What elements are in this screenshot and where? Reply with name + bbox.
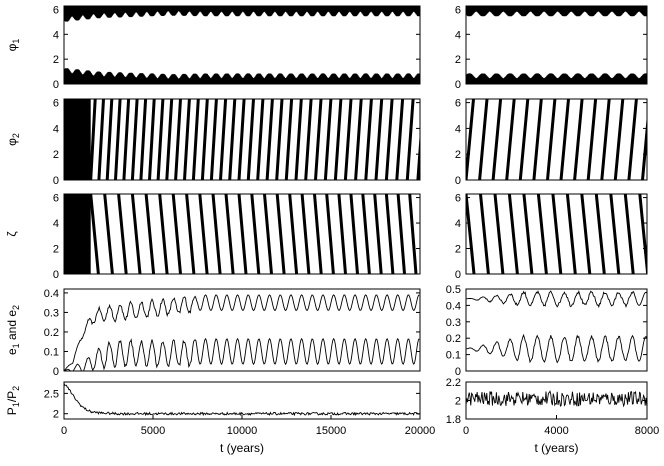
series-0 [466,290,647,309]
y-tick-label: 4 [455,29,461,41]
y-tick-label: 6 [53,4,59,16]
y-tick-label: 0.4 [44,288,59,300]
y-tick-label: 0.3 [44,307,59,319]
panel-phi2_right: 0 2 4 6 [455,98,648,187]
x-tick-label: 10000 [227,425,258,437]
y-tick-label: 0.3 [446,317,461,329]
y-tick-label: 2 [455,54,461,66]
data-layer [64,194,418,274]
data-layer [64,99,420,180]
y-tick-label: 6 [455,4,461,16]
y-tick-label: 2 [53,244,59,256]
chaotic-region [64,99,91,180]
x-tick-label: 5000 [141,425,165,437]
y-tick-label: 0 [455,366,461,378]
y-tick-label: 4 [53,123,59,135]
series-0 [466,6,647,84]
chaotic-region [64,194,91,274]
plot-frame [63,5,421,85]
panel-ecc_right: 0 0.1 0.2 0.3 0.4 0.5 [446,284,648,378]
y-tick-label: 6 [53,193,59,205]
plot-frame [465,288,648,372]
y-tick-label: 2 [455,149,461,161]
y-axis-label: P1/P2 [5,386,21,415]
y-tick-label: 2 [53,409,59,421]
y-tick-label: 0.4 [446,300,461,312]
x-tick-label: 0 [61,425,67,437]
series-0 [89,99,420,180]
y-tick-label: 1.8 [446,414,461,426]
plot-frame [465,5,648,85]
y-tick-label: 2 [455,396,461,408]
y-tick-label: 4 [53,29,59,41]
plot-frame [63,193,421,275]
series-0 [64,294,420,371]
series-0 [466,390,647,408]
data-layer [64,6,420,84]
y-tick-label: 0.2 [44,327,59,339]
x-tick-label: 0 [463,425,469,437]
panel-zeta_left: 0 2 4 6 ζ [5,193,421,281]
x-tick-label: 15000 [316,425,347,437]
plot-frame [465,98,648,181]
data-layer [466,194,647,274]
y-tick-label: 6 [53,98,59,110]
y-tick-label: 2 [53,149,59,161]
data-layer [466,6,647,84]
y-tick-label: 4 [455,123,461,135]
panel-phi1_right: 0 2 4 6 [455,4,648,91]
x-tick-label: 20000 [405,425,436,437]
y-tick-label: 0 [455,269,461,281]
panel-ecc_left: 0 0.1 0.2 0.3 0.4 e1 and e2 [5,288,421,378]
y-axis-label: φ2 [5,133,21,146]
y-tick-label: 2 [455,244,461,256]
data-layer [64,383,420,417]
y-tick-label: 0.1 [44,346,59,358]
y-tick-label: 0 [53,269,59,281]
y-tick-label: 4 [455,218,461,230]
panel-period_right: 1.8 2 2.2 0 4000 8000 t (years) [446,377,660,455]
series-1 [466,333,647,364]
y-tick-label: 0 [53,366,59,378]
series-0 [466,194,647,274]
series-0 [64,6,420,84]
y-tick-label: 0.2 [446,333,461,345]
y-axis-label: e1 and e2 [5,305,21,355]
data-layer [466,390,647,408]
plot-frame [465,193,648,275]
data-layer [466,99,647,180]
y-tick-label: 0 [455,79,461,91]
series-0 [89,194,418,274]
y-tick-label: 2.2 [446,377,461,389]
y-tick-label: 0.5 [446,284,461,296]
panel-phi1_left: 0 2 4 6 φ1 [5,4,421,91]
x-axis-label: t (years) [220,441,264,455]
x-tick-label: 8000 [635,425,659,437]
y-tick-label: 0 [53,175,59,187]
y-tick-label: 0.1 [446,350,461,362]
series-0 [466,99,647,180]
y-tick-label: 6 [455,193,461,205]
series-0 [64,383,420,417]
series-1 [64,337,420,371]
y-axis-label: ζ [5,231,19,237]
plot-frame [63,288,421,372]
x-tick-label: 4000 [544,425,568,437]
y-tick-label: 4 [53,218,59,230]
y-axis-label: φ1 [5,39,21,52]
panel-phi2_left: 0 2 4 6 φ2 [5,98,421,187]
plot-frame [63,98,421,181]
x-axis-label: t (years) [534,441,578,455]
panel-zeta_right: 0 2 4 6 [455,193,648,281]
y-tick-label: 0 [53,79,59,91]
y-tick-label: 2 [53,54,59,66]
panel-period_left: 2 2.5 0 5000 10000 15000 20000 t (years) P1/P2 [5,381,436,455]
data-layer [466,290,647,364]
data-layer [64,294,420,371]
y-tick-label: 2.5 [44,388,59,400]
y-tick-label: 6 [455,98,461,110]
y-tick-label: 0 [455,175,461,187]
